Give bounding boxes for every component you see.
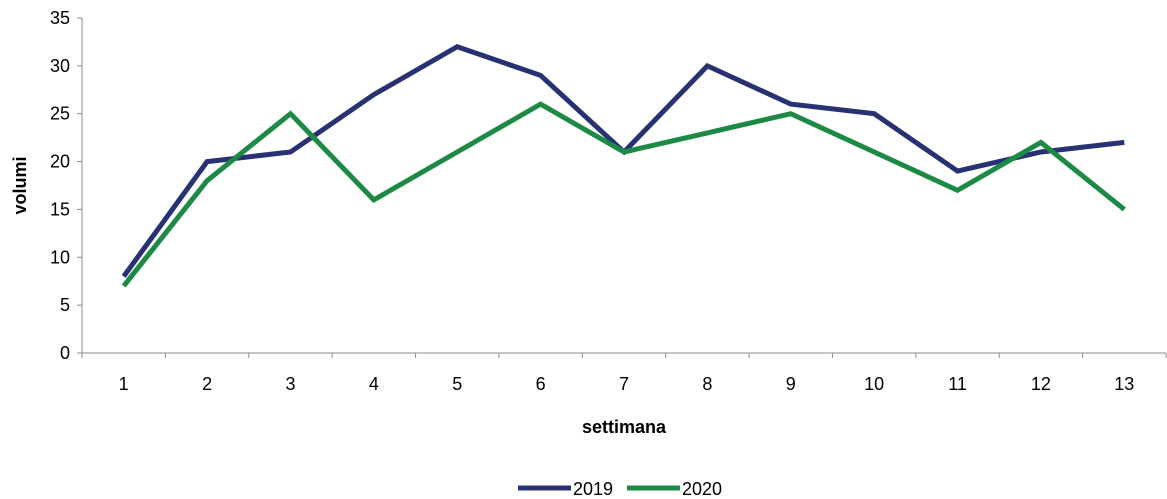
x-tick-label: 8 bbox=[702, 374, 712, 394]
x-tick-label: 13 bbox=[1114, 374, 1134, 394]
y-tick-label: 0 bbox=[60, 343, 70, 363]
y-axis-title: volumi bbox=[10, 156, 30, 214]
x-tick-label: 7 bbox=[619, 374, 629, 394]
x-tick-label: 6 bbox=[536, 374, 546, 394]
x-tick-label: 12 bbox=[1031, 374, 1051, 394]
y-tick-label: 10 bbox=[50, 247, 70, 267]
legend-label-2020: 2020 bbox=[682, 479, 722, 499]
y-tick-label: 15 bbox=[50, 199, 70, 219]
x-tick-label: 10 bbox=[864, 374, 884, 394]
series-lines bbox=[121, 43, 1126, 288]
x-tick-label: 5 bbox=[452, 374, 462, 394]
x-tick-label: 2 bbox=[202, 374, 212, 394]
y-tick-label: 5 bbox=[60, 295, 70, 315]
series-line-2020 bbox=[121, 101, 1126, 288]
series-line-2019 bbox=[121, 43, 1125, 278]
x-axis-title: settimana bbox=[582, 417, 667, 437]
y-tick-label: 35 bbox=[50, 8, 70, 28]
y-tick-label: 25 bbox=[50, 104, 70, 124]
x-tick-label: 1 bbox=[119, 374, 129, 394]
x-tick-label: 9 bbox=[786, 374, 796, 394]
x-tick-label: 11 bbox=[948, 374, 967, 394]
legend-label-2019: 2019 bbox=[573, 479, 613, 499]
y-tick-label: 30 bbox=[50, 56, 70, 76]
legend: 2019 2020 bbox=[518, 479, 722, 499]
y-tick-label: 20 bbox=[50, 152, 70, 172]
x-tick-label: 4 bbox=[369, 374, 379, 394]
axes bbox=[77, 17, 1167, 358]
x-tick-label: 3 bbox=[285, 374, 295, 394]
